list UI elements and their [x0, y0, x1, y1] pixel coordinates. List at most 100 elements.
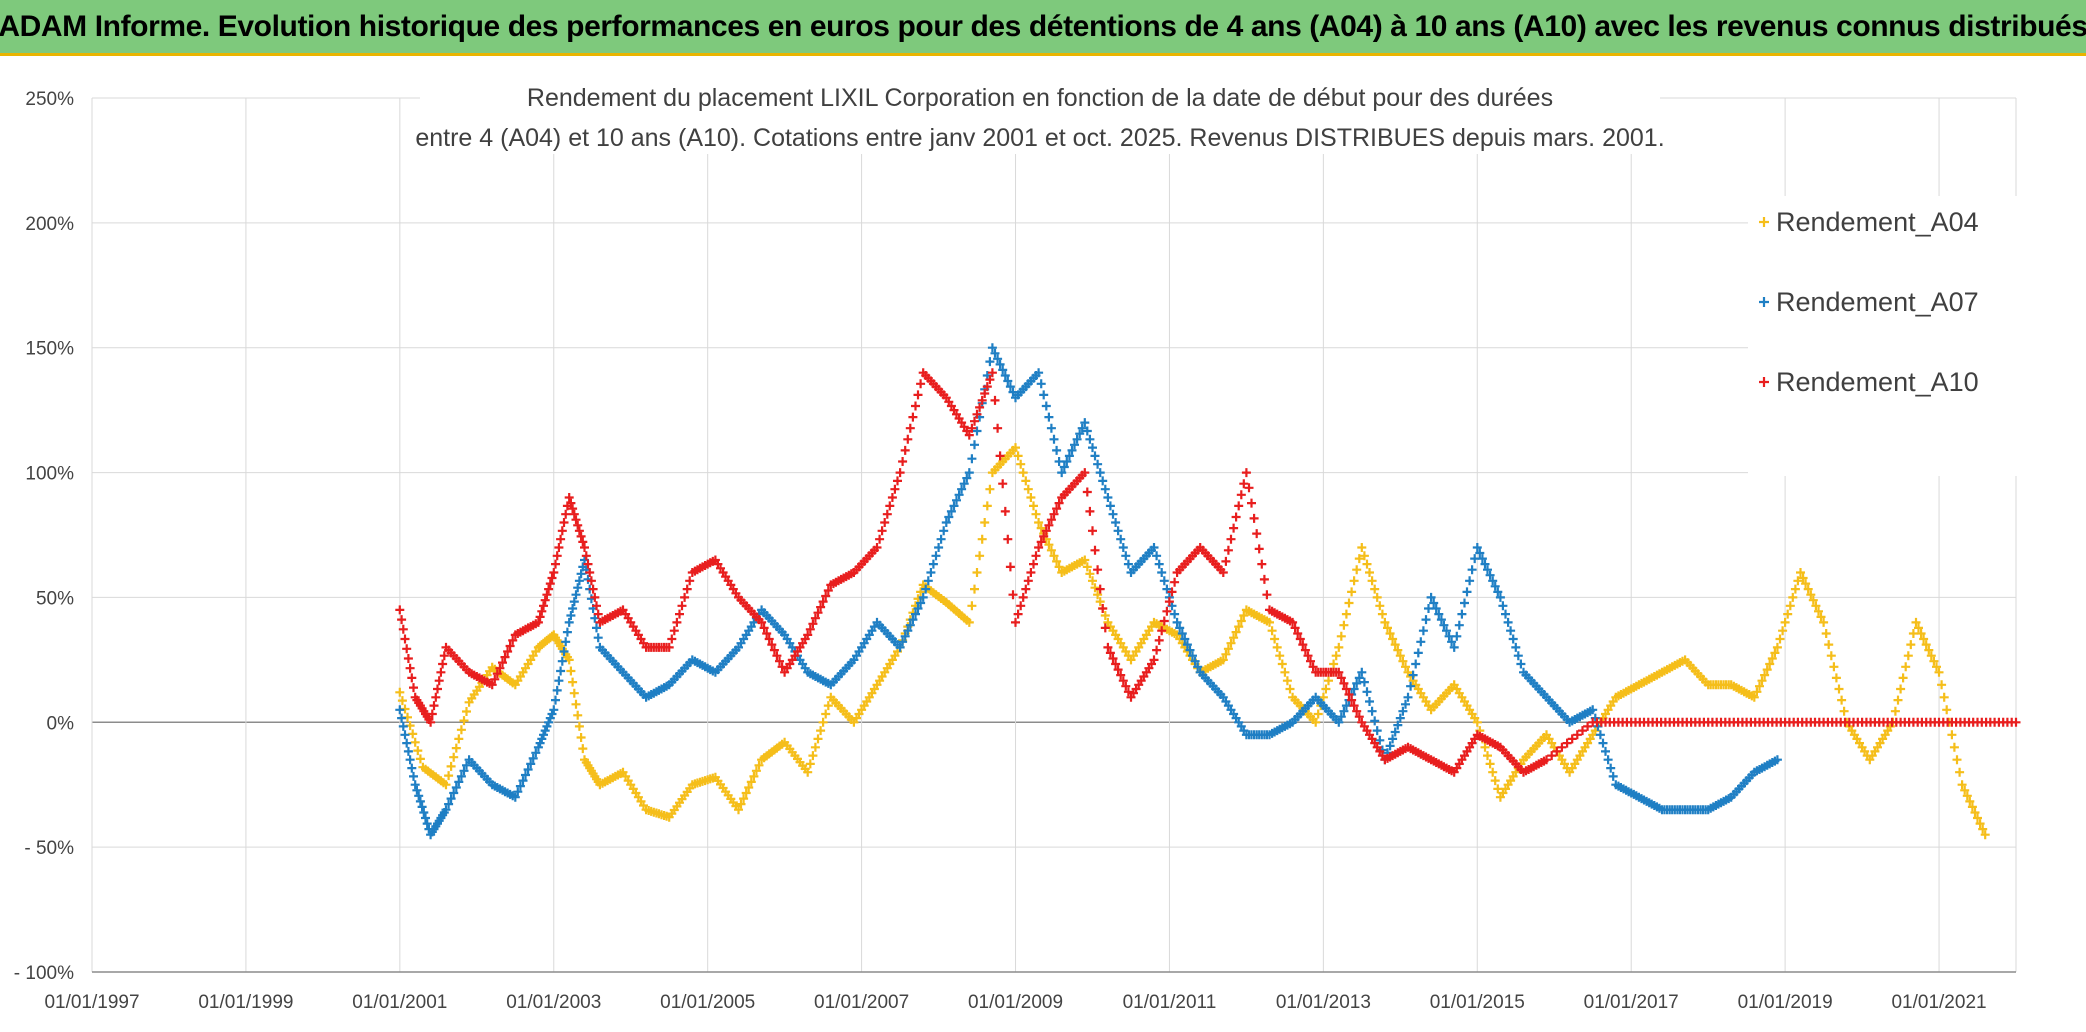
point-Rendement_A10	[669, 626, 679, 636]
point-Rendement_A10	[672, 617, 682, 627]
point-Rendement_A10	[1352, 706, 1362, 716]
point-Rendement_A07	[1111, 518, 1121, 527]
point-Rendement_A04	[1021, 476, 1031, 486]
point-Rendement_A07	[1190, 656, 1200, 666]
point-Rendement_A07	[1049, 434, 1059, 444]
point-Rendement_A07	[395, 705, 405, 715]
point-Rendement_A10	[1234, 501, 1244, 511]
point-Rendement_A10	[537, 606, 547, 616]
point-Rendement_A10	[405, 663, 415, 673]
point-Rendement_A10	[571, 515, 581, 525]
point-Rendement_A10	[1162, 606, 1172, 616]
point-Rendement_A07	[574, 576, 584, 586]
point-Rendement_A10	[492, 669, 502, 679]
point-Rendement_A04	[1834, 684, 1844, 694]
point-Rendement_A04	[1359, 551, 1369, 561]
point-Rendement_A10	[767, 640, 777, 650]
point-Rendement_A07	[1490, 581, 1500, 591]
point-Rendement_A04	[1401, 662, 1410, 672]
point-Rendement_A04	[1957, 780, 1967, 790]
point-Rendement_A10	[1259, 574, 1269, 584]
point-Rendement_A07	[964, 468, 974, 478]
point-Rendement_A07	[564, 617, 574, 627]
point-Rendement_A10	[911, 401, 920, 411]
point-Rendement_A10	[533, 617, 543, 627]
point-Rendement_A07	[1475, 548, 1485, 558]
point-Rendement_A07	[1093, 459, 1103, 469]
y-tick-label: 0%	[47, 713, 75, 734]
point-Rendement_A04	[1803, 584, 1813, 594]
point-Rendement_A10	[1154, 635, 1164, 645]
point-Rendement_A10	[561, 509, 571, 519]
point-Rendement_A10	[977, 395, 987, 405]
x-tick-label: 01/01/2001	[352, 992, 447, 1013]
point-Rendement_A04	[1903, 651, 1913, 661]
point-Rendement_A07	[1118, 543, 1128, 552]
point-Rendement_A10	[1167, 587, 1177, 597]
point-Rendement_A04	[1939, 692, 1949, 702]
x-tick-label: 01/01/2015	[1430, 992, 1525, 1013]
point-Rendement_A04	[1911, 617, 1921, 627]
point-Rendement_A04	[1357, 543, 1367, 552]
point-Rendement_A04	[754, 760, 764, 770]
point-Rendement_A10	[898, 457, 908, 466]
point-Rendement_A04	[1896, 684, 1906, 694]
point-Rendement_A07	[1501, 609, 1510, 619]
point-Rendement_A10	[1113, 665, 1123, 675]
point-Rendement_A10	[573, 520, 583, 530]
point-Rendement_A10	[887, 493, 897, 502]
point-Rendement_A04	[441, 780, 451, 790]
point-Rendement_A04	[1318, 692, 1328, 702]
point-Rendement_A04	[1334, 642, 1344, 652]
point-Rendement_A10	[757, 617, 767, 627]
point-Rendement_A10	[590, 592, 600, 602]
point-Rendement_A04	[736, 799, 746, 809]
point-Rendement_A04	[444, 771, 454, 781]
point-Rendement_A04	[1018, 468, 1028, 478]
point-Rendement_A10	[1098, 604, 1108, 613]
point-Rendement_A04	[1016, 459, 1026, 469]
point-Rendement_A07	[1000, 371, 1010, 380]
point-Rendement_A10	[1336, 673, 1346, 683]
point-Rendement_A07	[1434, 609, 1444, 619]
y-tick-label: 250%	[25, 89, 74, 110]
point-Rendement_A07	[1123, 559, 1133, 569]
point-Rendement_A04	[1778, 626, 1788, 636]
point-Rendement_A07	[1034, 368, 1044, 378]
point-Rendement_A10	[1013, 609, 1023, 619]
point-Rendement_A10	[1121, 681, 1131, 691]
point-Rendement_A10	[1036, 537, 1046, 547]
point-Rendement_A04	[1749, 692, 1759, 702]
point-Rendement_A07	[566, 611, 576, 620]
point-Rendement_A07	[1359, 677, 1369, 687]
point-Rendement_A04	[1788, 592, 1798, 602]
point-Rendement_A10	[554, 543, 564, 552]
point-Rendement_A04	[1765, 659, 1775, 669]
point-Rendement_A07	[928, 559, 938, 569]
point-Rendement_A04	[1808, 595, 1818, 605]
point-Rendement_A10	[1547, 751, 1557, 761]
point-Rendement_A10	[1026, 568, 1036, 577]
point-Rendement_A10	[495, 663, 505, 673]
point-Rendement_A10	[503, 647, 513, 656]
point-Rendement_A07	[1398, 706, 1408, 716]
point-Rendement_A04	[1798, 573, 1808, 583]
point-Rendement_A07	[913, 604, 923, 613]
point-Rendement_A10	[1303, 651, 1313, 661]
point-Rendement_A10	[433, 684, 442, 694]
point-Rendement_A10	[1288, 617, 1298, 627]
point-Rendement_A10	[993, 423, 1003, 433]
point-Rendement_A10	[409, 683, 418, 693]
point-Rendement_A07	[1411, 659, 1421, 669]
point-Rendement_A04	[982, 501, 992, 511]
point-Rendement_A10	[1116, 670, 1126, 680]
point-Rendement_A07	[593, 633, 603, 643]
point-Rendement_A04	[734, 805, 743, 815]
point-Rendement_A07	[523, 765, 533, 774]
point-Rendement_A04	[1034, 518, 1044, 527]
point-Rendement_A07	[1098, 476, 1108, 486]
point-Rendement_A07	[1100, 484, 1110, 494]
point-Rendement_A10	[1257, 559, 1267, 569]
point-Rendement_A07	[1598, 738, 1608, 748]
point-Rendement_A04	[1270, 634, 1280, 644]
